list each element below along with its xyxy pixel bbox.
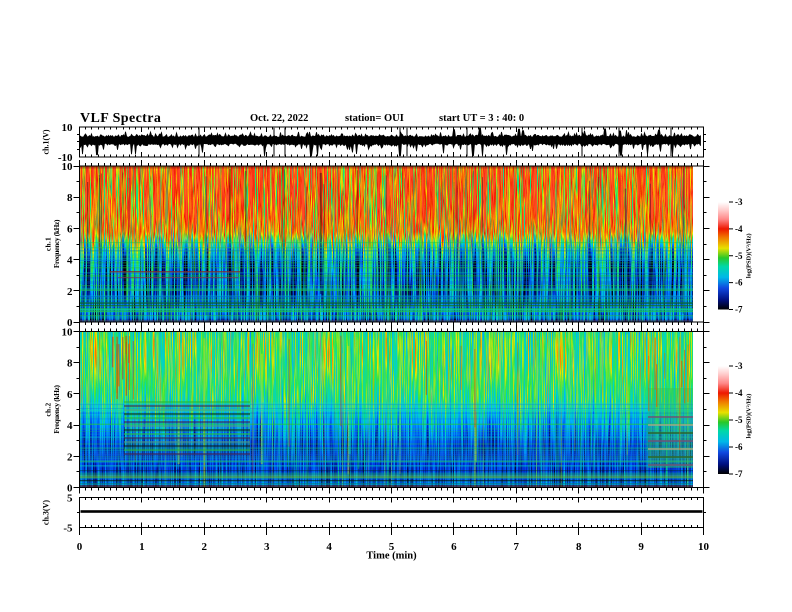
svg-text:-7: -7 — [735, 469, 743, 479]
svg-text:6: 6 — [67, 389, 73, 401]
svg-text:3: 3 — [264, 541, 270, 553]
svg-text:log(PSD)(V²/Hz): log(PSD)(V²/Hz) — [746, 233, 753, 278]
svg-text:8: 8 — [67, 358, 73, 370]
svg-text:10: 10 — [62, 122, 74, 134]
svg-text:-6: -6 — [735, 442, 743, 452]
svg-text:-3: -3 — [735, 197, 743, 207]
svg-text:4: 4 — [67, 255, 73, 267]
svg-text:-5: -5 — [735, 415, 743, 425]
svg-text:Frequency (kHz): Frequency (kHz) — [52, 219, 61, 268]
svg-text:-4: -4 — [735, 388, 743, 398]
svg-text:10: 10 — [62, 327, 74, 339]
svg-text:station= OUI: station= OUI — [345, 113, 404, 124]
svg-text:6: 6 — [67, 223, 73, 235]
svg-text:VLF Spectra: VLF Spectra — [80, 111, 161, 126]
svg-text:-6: -6 — [735, 278, 743, 288]
svg-text:6: 6 — [451, 541, 457, 553]
svg-text:4: 4 — [67, 420, 73, 432]
svg-text:10: 10 — [698, 541, 710, 553]
svg-text:7: 7 — [514, 541, 520, 553]
svg-text:Frequency (kHz): Frequency (kHz) — [52, 385, 61, 434]
svg-text:-10: -10 — [58, 152, 73, 164]
svg-text:1: 1 — [139, 541, 145, 553]
svg-text:10: 10 — [62, 161, 74, 173]
svg-text:-7: -7 — [735, 305, 743, 315]
svg-text:4: 4 — [326, 541, 332, 553]
svg-text:ch.2: ch.2 — [44, 402, 53, 416]
svg-text:2: 2 — [67, 451, 73, 463]
svg-text:9: 9 — [638, 541, 644, 553]
svg-text:5: 5 — [389, 541, 395, 553]
svg-text:8: 8 — [576, 541, 582, 553]
svg-text:0: 0 — [67, 483, 73, 495]
svg-text:-5: -5 — [735, 251, 743, 261]
svg-text:-5: -5 — [63, 523, 73, 535]
svg-text:log(PSD)(V²/Hz): log(PSD)(V²/Hz) — [746, 394, 753, 439]
svg-text:5: 5 — [67, 493, 73, 505]
svg-text:ch.1(V): ch.1(V) — [42, 129, 51, 154]
svg-text:Oct. 22, 2022: Oct. 22, 2022 — [250, 113, 308, 124]
svg-text:2: 2 — [67, 286, 73, 298]
svg-text:ch.1: ch.1 — [44, 237, 53, 251]
svg-text:-4: -4 — [735, 224, 743, 234]
svg-text:8: 8 — [67, 192, 73, 204]
svg-text:-3: -3 — [735, 361, 743, 371]
svg-text:2: 2 — [202, 541, 208, 553]
svg-text:0: 0 — [67, 317, 73, 329]
svg-text:Time (min): Time (min) — [366, 551, 417, 562]
svg-text:0: 0 — [77, 541, 83, 553]
svg-text:ch.3(V): ch.3(V) — [42, 500, 51, 525]
svg-text:start UT = 3 : 40: 0: start UT = 3 : 40: 0 — [439, 113, 524, 124]
